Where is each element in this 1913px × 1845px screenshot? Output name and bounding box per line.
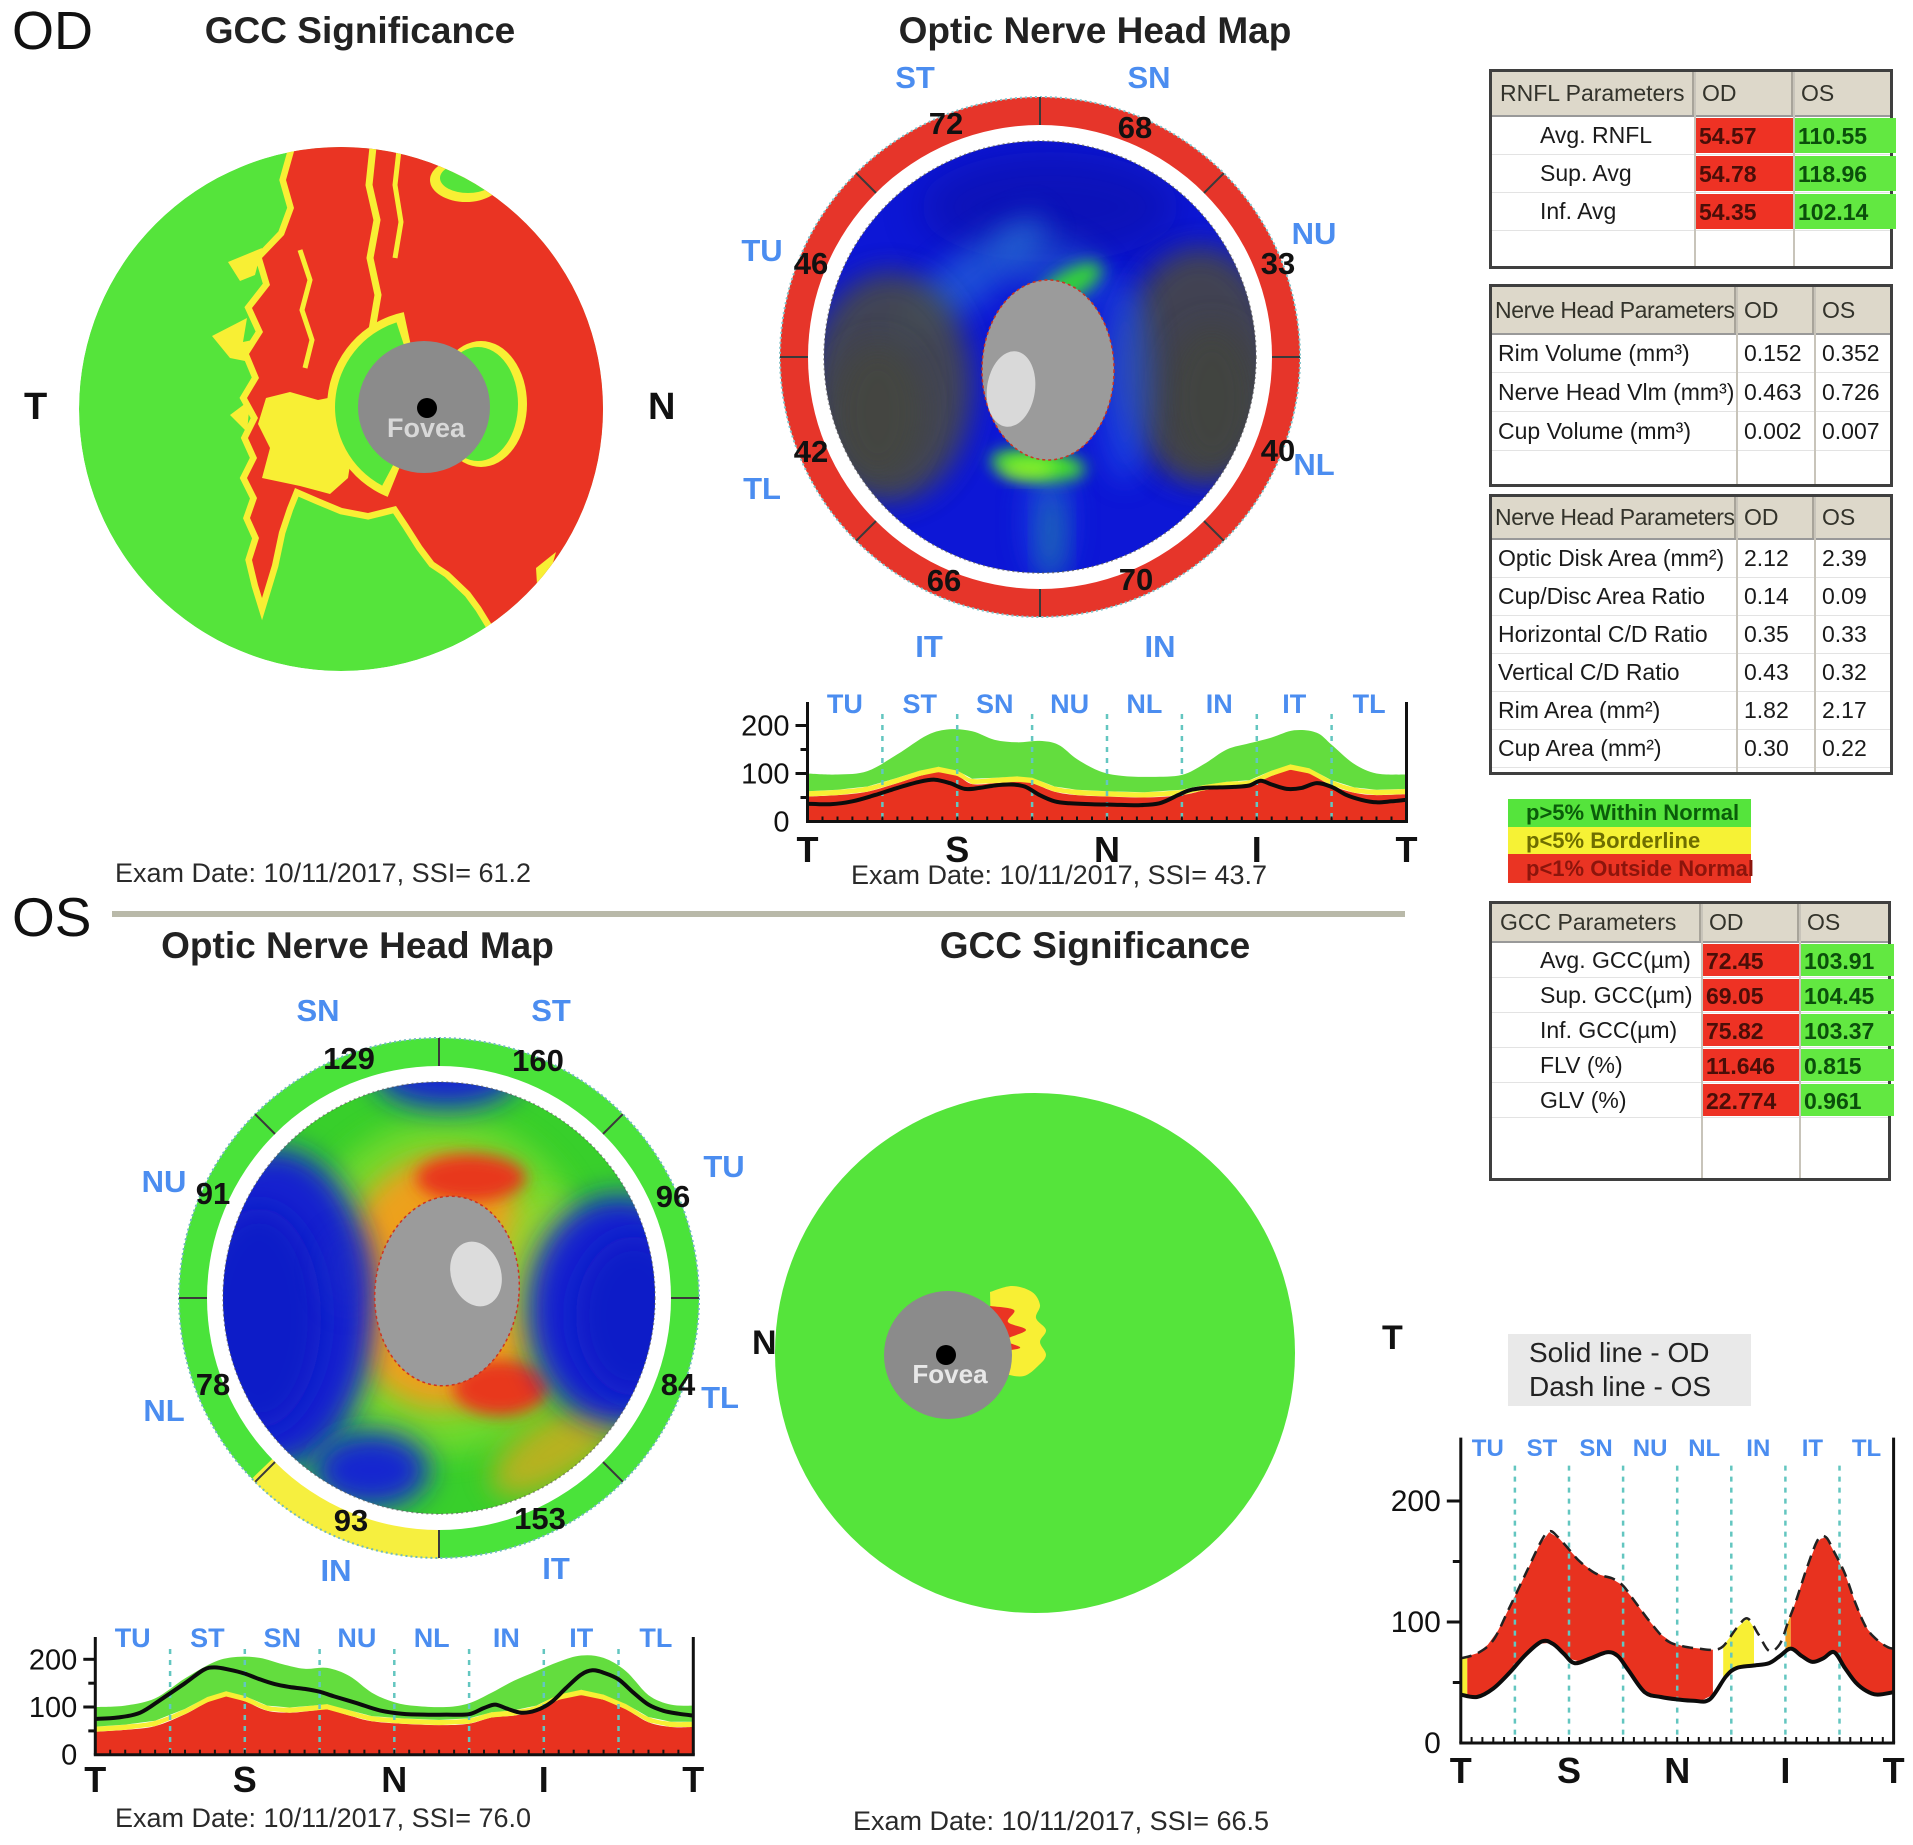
- svg-text:IT: IT: [1282, 689, 1307, 719]
- svg-text:100: 100: [29, 1692, 77, 1724]
- svg-text:91: 91: [196, 1176, 230, 1211]
- svg-text:200: 200: [29, 1644, 77, 1676]
- svg-text:N: N: [648, 386, 675, 428]
- svg-text:T: T: [797, 829, 819, 870]
- svg-text:N: N: [1664, 1750, 1690, 1791]
- svg-text:IT: IT: [1802, 1435, 1824, 1462]
- svg-text:129: 129: [323, 1041, 375, 1076]
- svg-text:ST: ST: [190, 1623, 225, 1653]
- svg-text:TU: TU: [1472, 1435, 1504, 1462]
- svg-text:I: I: [1252, 829, 1262, 870]
- svg-text:100: 100: [1391, 1606, 1441, 1639]
- svg-text:ST: ST: [1527, 1435, 1558, 1462]
- svg-text:NL: NL: [143, 1393, 184, 1428]
- svg-text:200: 200: [1391, 1485, 1441, 1518]
- svg-text:T: T: [84, 1759, 106, 1800]
- svg-text:SN: SN: [263, 1623, 301, 1653]
- svg-text:T: T: [1396, 829, 1418, 870]
- svg-text:93: 93: [334, 1503, 368, 1538]
- svg-text:160: 160: [512, 1043, 564, 1078]
- svg-text:66: 66: [927, 563, 961, 598]
- svg-text:IN: IN: [1746, 1435, 1770, 1462]
- svg-text:ST: ST: [895, 60, 935, 95]
- svg-text:NU: NU: [337, 1623, 376, 1653]
- svg-text:200: 200: [741, 711, 789, 743]
- svg-text:T: T: [24, 386, 47, 428]
- svg-text:I: I: [539, 1759, 549, 1800]
- svg-text:72: 72: [929, 106, 963, 141]
- svg-text:0: 0: [1424, 1727, 1441, 1760]
- svg-text:NU: NU: [1633, 1435, 1668, 1462]
- svg-text:N: N: [381, 1759, 407, 1800]
- svg-text:T: T: [1883, 1750, 1905, 1791]
- svg-text:SN: SN: [1127, 60, 1170, 95]
- svg-text:TU: TU: [703, 1149, 744, 1184]
- svg-text:N: N: [1094, 829, 1120, 870]
- svg-text:T: T: [1382, 1319, 1403, 1357]
- svg-text:TU: TU: [827, 689, 863, 719]
- svg-text:IT: IT: [915, 629, 943, 664]
- svg-text:NL: NL: [1688, 1435, 1720, 1462]
- svg-text:IN: IN: [1206, 689, 1233, 719]
- svg-text:S: S: [233, 1759, 257, 1800]
- svg-text:NL: NL: [414, 1623, 450, 1653]
- svg-text:TL: TL: [743, 471, 781, 506]
- svg-text:Fovea: Fovea: [912, 1359, 988, 1389]
- svg-text:42: 42: [794, 434, 828, 469]
- svg-text:TL: TL: [701, 1380, 739, 1415]
- svg-text:NU: NU: [1050, 689, 1089, 719]
- svg-text:96: 96: [656, 1179, 690, 1214]
- svg-text:TL: TL: [1353, 689, 1386, 719]
- svg-text:0: 0: [61, 1740, 77, 1772]
- svg-text:TU: TU: [741, 233, 782, 268]
- svg-text:100: 100: [741, 759, 789, 791]
- svg-text:IN: IN: [321, 1553, 352, 1588]
- svg-text:SN: SN: [296, 993, 339, 1028]
- svg-text:IT: IT: [542, 1551, 570, 1586]
- svg-text:TL: TL: [639, 1623, 672, 1653]
- svg-text:78: 78: [196, 1367, 230, 1402]
- svg-text:TU: TU: [115, 1623, 151, 1653]
- svg-text:NU: NU: [142, 1164, 187, 1199]
- svg-text:SN: SN: [1579, 1435, 1612, 1462]
- svg-text:33: 33: [1261, 246, 1295, 281]
- svg-text:TL: TL: [1852, 1435, 1881, 1462]
- svg-text:0: 0: [773, 807, 789, 839]
- svg-text:S: S: [1557, 1750, 1581, 1791]
- svg-text:84: 84: [661, 1367, 696, 1402]
- svg-text:ST: ST: [903, 689, 938, 719]
- svg-text:40: 40: [1261, 433, 1295, 468]
- svg-text:N: N: [752, 1324, 777, 1362]
- svg-text:70: 70: [1119, 562, 1153, 597]
- svg-text:IN: IN: [1145, 629, 1176, 664]
- svg-text:NL: NL: [1126, 689, 1162, 719]
- svg-text:T: T: [1450, 1750, 1472, 1791]
- svg-text:ST: ST: [531, 993, 571, 1028]
- svg-text:IN: IN: [493, 1623, 520, 1653]
- svg-text:NL: NL: [1293, 447, 1334, 482]
- svg-text:I: I: [1780, 1750, 1790, 1791]
- svg-text:46: 46: [794, 246, 828, 281]
- svg-text:IT: IT: [569, 1623, 594, 1653]
- svg-text:153: 153: [514, 1501, 566, 1536]
- svg-text:Fovea: Fovea: [387, 413, 466, 443]
- svg-text:NU: NU: [1292, 216, 1337, 251]
- svg-text:S: S: [945, 829, 969, 870]
- svg-text:SN: SN: [976, 689, 1014, 719]
- svg-text:68: 68: [1118, 110, 1152, 145]
- svg-text:T: T: [682, 1759, 704, 1800]
